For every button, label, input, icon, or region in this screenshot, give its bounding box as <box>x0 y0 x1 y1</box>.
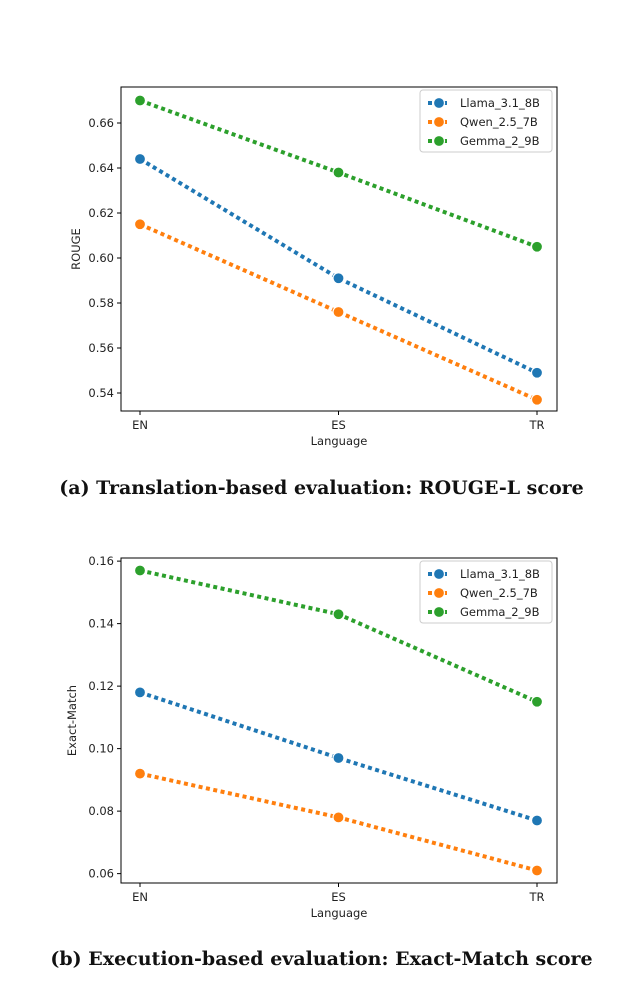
legend-label: Gemma_2_9B <box>460 134 540 148</box>
x-tick-label: ES <box>331 418 346 432</box>
y-tick-label: 0.54 <box>88 386 114 400</box>
legend-box <box>419 89 553 153</box>
data-point <box>530 695 544 708</box>
legend-label: Llama_3.1_8B <box>460 96 540 110</box>
y-tick-label: 0.08 <box>88 804 114 818</box>
series-line-1 <box>139 222 538 402</box>
data-point <box>332 166 345 179</box>
data-point <box>332 305 345 319</box>
legend-swatch-marker <box>432 586 446 600</box>
series-line-0 <box>138 157 538 375</box>
legend-label: Llama_3.1_8B <box>460 567 540 581</box>
y-tick-label: 0.06 <box>88 867 114 881</box>
y-tick-label: 0.10 <box>88 742 114 756</box>
data-point <box>530 864 544 877</box>
y-tick-label: 0.58 <box>88 296 114 310</box>
y-tick-label: 0.56 <box>88 341 114 355</box>
x-axis-label: Language <box>311 906 368 920</box>
data-point <box>332 811 345 824</box>
data-point <box>530 393 544 406</box>
data-point <box>530 240 544 253</box>
y-axis-label: ROUGE <box>69 228 83 270</box>
data-point <box>133 94 147 107</box>
legend-swatch-marker <box>432 567 446 581</box>
legend-box <box>419 560 553 624</box>
data-point <box>530 366 544 379</box>
exact-match-chart: 0.06 0.08 0.10 0.12 0.14 0.16 EN ES TR Language Ex… <box>65 554 558 920</box>
data-point <box>530 814 544 827</box>
x-tick-label: TR <box>528 418 544 432</box>
y-axis-label: Exact-Match <box>65 685 79 756</box>
figure-a: 0.54 0.56 0.58 0.60 0.62 0.64 0.66 EN ES TR Langua… <box>0 0 643 470</box>
rouge-chart: 0.54 0.56 0.58 0.60 0.62 0.64 0.66 EN ES TR Langua… <box>69 86 558 448</box>
legend-swatch-marker <box>432 134 446 148</box>
legend-swatch-marker <box>432 115 446 129</box>
y-tick-label: 0.14 <box>88 617 114 631</box>
y-tick-label: 0.66 <box>88 116 114 130</box>
data-point <box>133 767 147 780</box>
x-tick-label: TR <box>528 890 544 904</box>
legend-swatch-marker <box>432 96 446 110</box>
legend-label: Gemma_2_9B <box>460 605 540 619</box>
caption-b: (b) Execution-based evaluation: Exact-Ma… <box>50 948 593 970</box>
data-point <box>133 152 147 166</box>
legend-label: Qwen_2.5_7B <box>460 115 538 129</box>
y-tick-label: 0.64 <box>88 161 114 175</box>
series-line-0 <box>139 690 538 823</box>
x-tick-label: ES <box>331 890 346 904</box>
caption-a: (a) Translation-based evaluation: ROUGE-… <box>59 477 584 499</box>
y-tick-label: 0.12 <box>88 679 114 693</box>
y-tick-label: 0.16 <box>88 554 114 568</box>
data-point <box>133 564 147 577</box>
legend-label: Qwen_2.5_7B <box>460 586 538 600</box>
figure-b: 0.06 0.08 0.10 0.12 0.14 0.16 EN ES TR Language Ex… <box>0 470 643 984</box>
x-tick-label: EN <box>132 890 148 904</box>
x-tick-label: EN <box>132 418 148 432</box>
data-point <box>133 686 147 699</box>
y-tick-label: 0.62 <box>88 206 114 220</box>
data-point <box>332 751 345 765</box>
data-point <box>332 272 345 285</box>
legend-swatch-marker <box>432 605 446 619</box>
data-point <box>332 608 345 621</box>
data-point <box>133 218 147 231</box>
x-axis-label: Language <box>311 434 368 448</box>
y-tick-label: 0.60 <box>88 251 114 265</box>
